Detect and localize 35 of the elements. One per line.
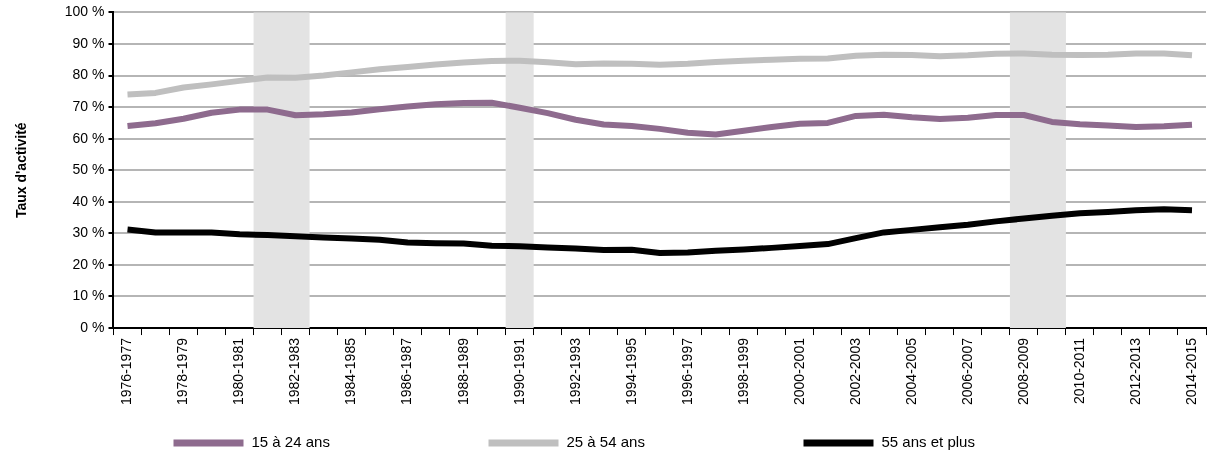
x-tick-label: 1992-1993: [566, 337, 583, 405]
x-tick-label: 2008-2009: [1014, 337, 1031, 405]
y-tick-label: 30 %: [72, 224, 105, 241]
y-tick-label: 40 %: [72, 192, 105, 209]
y-tick-label: 60 %: [72, 129, 105, 146]
x-tick-label: 1988-1989: [454, 337, 471, 405]
x-tick-label: 1978-1979: [174, 337, 191, 405]
y-axis-title: Taux d'activité: [13, 122, 30, 219]
x-tick-label: 1996-1997: [678, 337, 695, 405]
x-tick-label: 1980-1981: [230, 337, 247, 405]
x-tick-label: 2012-2013: [1126, 337, 1143, 405]
x-tick-label: 1984-1985: [342, 337, 359, 405]
x-tick-label: 1998-1999: [734, 337, 751, 405]
y-tick-label: 10 %: [72, 287, 105, 304]
x-tick-label: 1976-1977: [118, 337, 135, 405]
legend-label: 25 à 54 ans: [566, 433, 645, 451]
x-tick-label: 2014-2015: [1182, 337, 1199, 405]
y-tick-label: 80 %: [72, 66, 105, 83]
x-tick-label: 1986-1987: [398, 337, 415, 405]
x-tick-label: 1990-1991: [510, 337, 527, 405]
legend-label: 55 ans et plus: [881, 433, 975, 451]
legend-label: 15 à 24 ans: [251, 433, 330, 451]
y-tick-label: 90 %: [72, 34, 105, 51]
x-tick-label: 2006-2007: [958, 337, 975, 405]
x-tick-label: 2004-2005: [902, 337, 919, 405]
y-tick-label: 20 %: [72, 255, 105, 272]
y-tick-label: 70 %: [72, 97, 105, 114]
x-tick-label: 1994-1995: [622, 337, 639, 405]
x-tick-label: 2002-2003: [846, 337, 863, 405]
x-tick-label: 1982-1983: [286, 337, 303, 405]
y-tick-label: 50 %: [72, 161, 105, 178]
x-tick-label: 2010-2011: [1070, 337, 1087, 404]
y-tick-label: 100 %: [64, 3, 105, 20]
x-tick-label: 2000-2001: [790, 337, 807, 405]
y-tick-label: 0 %: [80, 318, 105, 335]
